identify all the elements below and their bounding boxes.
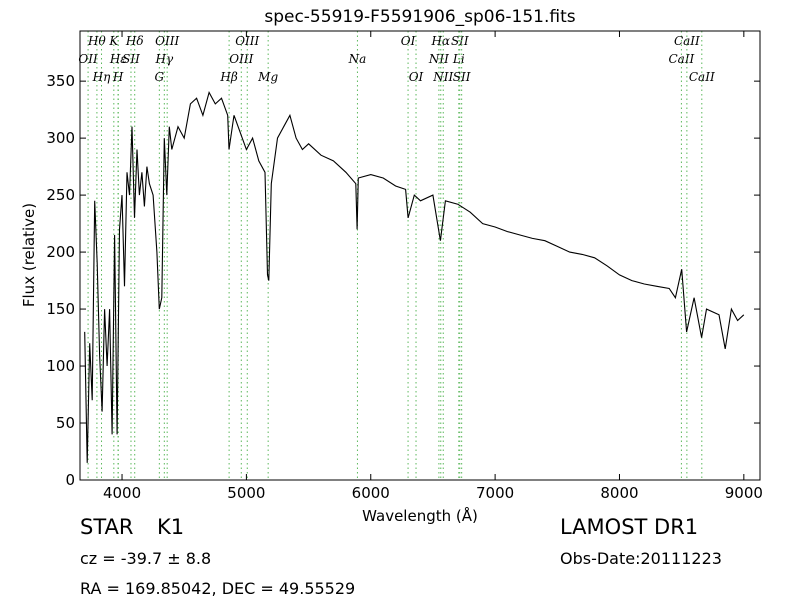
spectral-line-label: OIII — [235, 34, 259, 48]
class: STAR — [80, 515, 133, 539]
spectrum — [84, 91, 745, 463]
y-tick-label: 100 — [46, 357, 75, 375]
chart-title: spec-55919-F5591906_sp06-151.fits — [264, 7, 575, 27]
spectral-line-label: OIII — [155, 34, 179, 48]
spectral-line-label: OII — [78, 52, 98, 66]
spectral-line-label: OIII — [229, 52, 253, 66]
spectral-line-label: CaII — [668, 52, 694, 66]
redshift: cz = -39.7 ± 8.8 — [80, 549, 211, 568]
plot-frame — [79, 30, 761, 481]
spectral-line-label: OI — [409, 70, 424, 84]
x-tick-label: 6000 — [352, 484, 390, 502]
x-tick-label: 4000 — [103, 484, 141, 502]
x-axis-label: Wavelength (Å) — [362, 506, 478, 525]
y-tick-label: 150 — [46, 300, 75, 318]
spectral-line-label: Hδ — [125, 34, 144, 48]
obs-date: Obs-Date:20111223 — [560, 549, 722, 568]
survey: LAMOST DR1 — [560, 515, 698, 539]
spectral-line-label: NII — [428, 52, 449, 66]
spectral-line-label: CaII — [674, 34, 700, 48]
coordinates: RA = 169.85042, DEC = 49.55529 — [80, 579, 355, 598]
spectral-line-label: Hβ — [219, 70, 237, 84]
spectral-line-label: Hη — [92, 70, 111, 84]
y-tick-label: 300 — [46, 129, 75, 147]
x-tick-label: 7000 — [476, 484, 514, 502]
y-tick-label: 0 — [65, 471, 75, 489]
y-axis-label: Flux (relative) — [20, 203, 38, 307]
spectral-line-label: SII — [451, 34, 469, 48]
subclass: K1 — [157, 515, 184, 539]
y-tick-label: 250 — [46, 186, 75, 204]
x-tick-label: 8000 — [600, 484, 638, 502]
spectral-line-label: Li — [452, 52, 465, 66]
y-tick-label: 350 — [46, 72, 75, 90]
spectral-line-label: Na — [348, 52, 367, 66]
spectral-line-label: SII — [453, 70, 471, 84]
x-tick-label: 5000 — [227, 484, 265, 502]
spectral-line-label: Mg — [257, 70, 278, 84]
y-tick-label: 200 — [46, 243, 75, 261]
spectral-line-label: G — [155, 70, 165, 84]
spectral-line-label: NII — [432, 70, 453, 84]
y-tick-label: 50 — [56, 414, 75, 432]
x-tick-label: 9000 — [725, 484, 763, 502]
spectral-line-label: SII — [122, 52, 140, 66]
spectral-line-label: Hε — [109, 52, 127, 66]
spectral-line-label: Hα — [430, 34, 450, 48]
spectral-line-label: CaII — [689, 70, 715, 84]
spectral-line-label: K — [108, 34, 119, 48]
spectral-line-label: Hθ — [87, 34, 106, 48]
spectral-line-label: OI — [401, 34, 416, 48]
spectral-line-label: Hγ — [154, 52, 173, 66]
